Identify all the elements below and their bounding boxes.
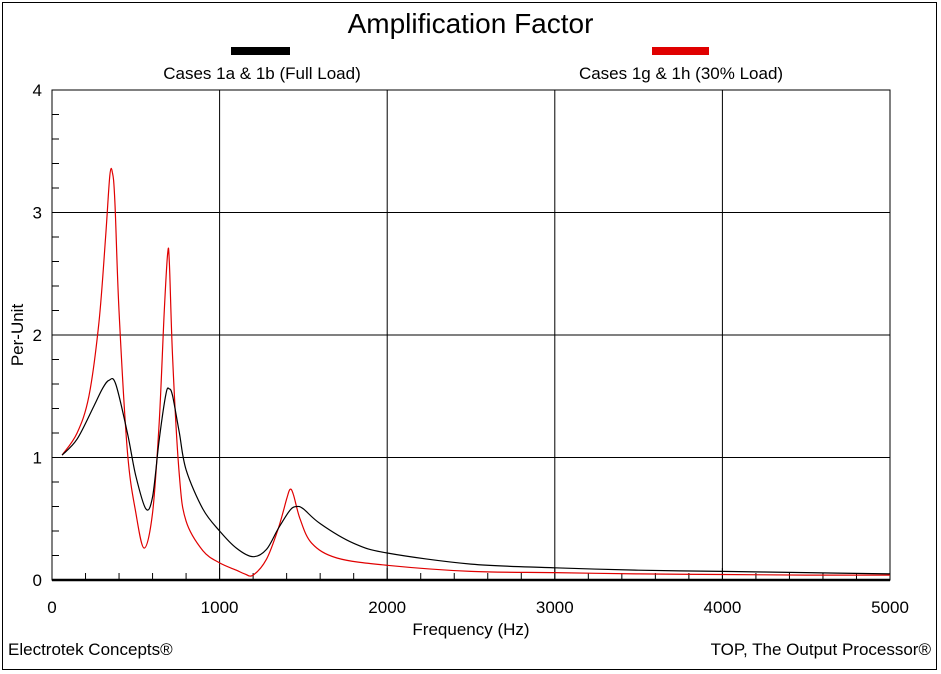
x-tick-label: 0 [47,598,56,617]
y-tick-label: 3 [33,204,42,223]
series-line-full-load [61,377,891,575]
series-line-30-load [61,167,891,577]
legend-label-full-load: Cases 1a & 1b (Full Load) [163,64,361,83]
x-tick-label: 5000 [871,598,909,617]
y-tick-label: 2 [33,326,42,345]
footer-right: TOP, The Output Processor® [710,640,931,659]
x-tick-label: 3000 [536,598,574,617]
x-tick-label: 2000 [368,598,406,617]
legend-swatch-30-load [652,47,709,55]
legend-label-30-load: Cases 1g & 1h (30% Load) [578,64,784,83]
x-axis-label: Frequency (Hz) [412,620,529,639]
x-tick-label: 4000 [703,598,741,617]
y-axis-label: Per-Unit [8,304,27,367]
y-tick-label: 0 [33,571,42,590]
legend-swatch-full-load [231,47,290,55]
chart-title: Amplification Factor [347,8,594,39]
x-tick-label: 1000 [201,598,239,617]
y-tick-label: 4 [33,81,42,100]
footer-left: Electrotek Concepts® [8,640,173,659]
y-tick-label: 1 [33,449,42,468]
